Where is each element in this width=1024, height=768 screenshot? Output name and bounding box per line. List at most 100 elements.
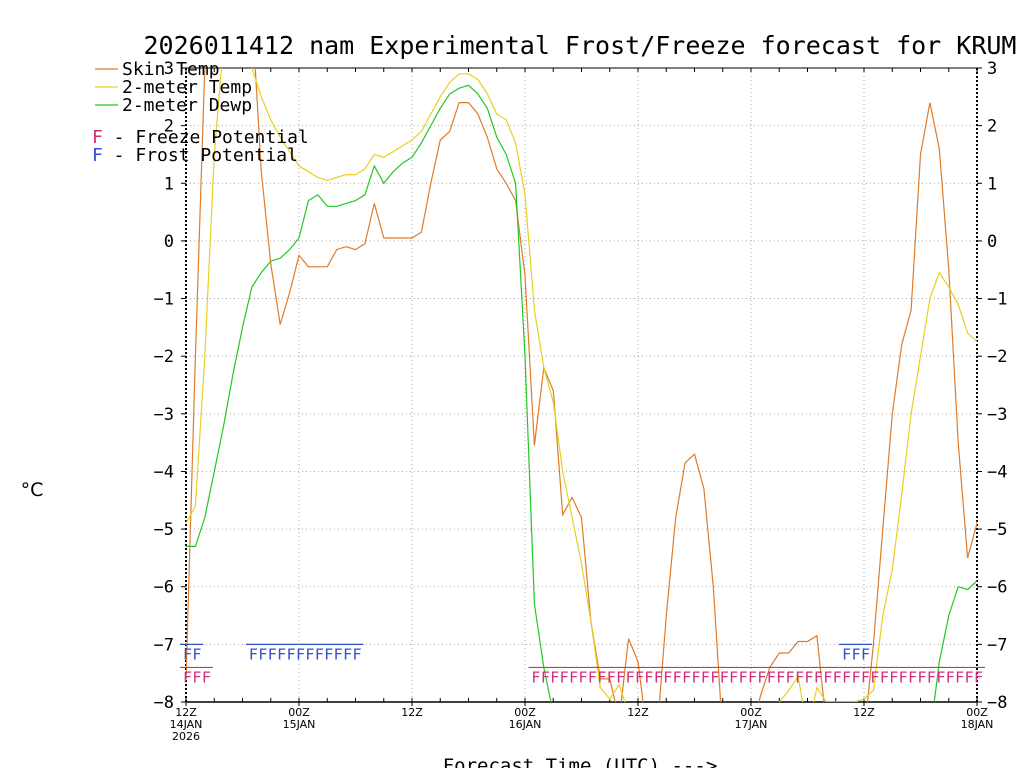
y-tick-label-right: −6: [987, 578, 1007, 598]
flag-freeze-potential: F: [814, 668, 823, 686]
flag-freeze-potential: F: [974, 668, 983, 686]
flag-freeze-potential: F: [833, 668, 842, 686]
flag-freeze-potential: F: [692, 668, 701, 686]
flag-freeze-potential: F: [776, 668, 785, 686]
series-lines: [186, 68, 977, 702]
x-tick-label: 17JAN: [735, 718, 768, 731]
flag-frost-potential: F: [343, 645, 352, 663]
flag-frost-potential: F: [287, 645, 296, 663]
x-tick-label: 00Z: [740, 706, 762, 719]
x-tick-label: 12Z: [627, 706, 649, 719]
flag-frost-potential: F: [861, 645, 870, 663]
y-tick-label-right: 3: [987, 59, 997, 79]
x-tick-label: 12Z: [853, 706, 875, 719]
flag-freeze-potential: F: [720, 668, 729, 686]
legend-label-skin-temp: Skin Temp: [122, 59, 220, 80]
flag-freeze-potential: F: [927, 668, 936, 686]
flag-freeze-potential: F: [550, 668, 559, 686]
y-tick-label-left: 1: [164, 174, 174, 194]
y-tick-label-left: −1: [154, 290, 174, 310]
flag-freeze-potential: F: [701, 668, 710, 686]
flag-frost-potential: F: [353, 645, 362, 663]
flag-freeze-potential: F: [870, 668, 879, 686]
x-tick-label: 16JAN: [509, 718, 542, 731]
x-tick-label: 14JAN: [170, 718, 203, 731]
flag-freeze-potential: F: [579, 668, 588, 686]
flag-frost-potential: F: [258, 645, 267, 663]
y-tick-label-right: −3: [987, 405, 1007, 425]
flag-freeze-potential: F: [748, 668, 757, 686]
flag-frost-potential: F: [277, 645, 286, 663]
flag-freeze-potential: F: [202, 668, 211, 686]
flag-frost-potential: F: [296, 645, 305, 663]
flag-freeze-potential: F: [946, 668, 955, 686]
x-tick-label: 00Z: [288, 706, 310, 719]
flag-frost-potential: F: [249, 645, 258, 663]
x-tick-label: 00Z: [966, 706, 988, 719]
flag-frost-potential: F: [324, 645, 333, 663]
y-tick-label-right: −4: [987, 462, 1007, 482]
flag-freeze-potential: F: [861, 668, 870, 686]
flag-freeze-potential: F: [673, 668, 682, 686]
legend-label-freeze-potential: F - Freeze Potential: [92, 127, 309, 148]
flag-freeze-potential: F: [823, 668, 832, 686]
flag-frost-potential: F: [305, 645, 314, 663]
flag-frost-potential: F: [183, 645, 192, 663]
flag-freeze-potential: F: [936, 668, 945, 686]
series-line-2-meter-temp: [186, 68, 977, 702]
flag-freeze-potential: F: [852, 668, 861, 686]
y-tick-label-right: −1: [987, 290, 1007, 310]
flag-freeze-potential: F: [682, 668, 691, 686]
flag-freeze-potential: F: [739, 668, 748, 686]
flag-freeze-potential: F: [757, 668, 766, 686]
x-tick-label: 12Z: [175, 706, 197, 719]
flag-freeze-potential: F: [644, 668, 653, 686]
flag-freeze-potential: F: [965, 668, 974, 686]
y-tick-label-left: −5: [154, 520, 174, 540]
y-axis-label: °C: [21, 479, 44, 501]
flag-freeze-potential: F: [729, 668, 738, 686]
flag-freeze-potential: F: [899, 668, 908, 686]
y-tick-label-left: 3: [164, 59, 174, 79]
flag-frost-potential: F: [842, 645, 851, 663]
y-tick-label-left: −8: [154, 693, 174, 713]
flag-freeze-potential: F: [880, 668, 889, 686]
y-tick-label-left: −7: [154, 635, 174, 655]
y-tick-label-right: 2: [987, 117, 997, 137]
flag-freeze-potential: F: [795, 668, 804, 686]
flag-freeze-potential: F: [597, 668, 606, 686]
x-tick-label: 00Z: [514, 706, 536, 719]
y-tick-labels: 3 3 2 2 1 1 0 0 −1 −1 −2 −2 −3 −3 −4 −4 −5 −5 −6 −6 −7 −7 −8 −8: [154, 59, 1008, 713]
axes: [181, 67, 982, 706]
flag-freeze-potential: F: [626, 668, 635, 686]
flag-freeze-potential: F: [889, 668, 898, 686]
grid: [186, 68, 977, 702]
flag-freeze-potential: F: [607, 668, 616, 686]
flag-freeze-potential: F: [955, 668, 964, 686]
y-tick-label-left: 0: [164, 232, 174, 252]
flag-frost-potential: F: [268, 645, 277, 663]
flag-freeze-potential: F: [654, 668, 663, 686]
flag-frost-potential: F: [334, 645, 343, 663]
y-tick-label-left: −2: [154, 347, 174, 367]
legend-label-2-meter-dewp: 2-meter Dewp: [122, 95, 252, 116]
y-tick-label-right: −2: [987, 347, 1007, 367]
x-tick-label: 12Z: [401, 706, 423, 719]
flag-freeze-potential: F: [616, 668, 625, 686]
flag-freeze-potential: F: [842, 668, 851, 686]
legend-label-frost-potential: F - Frost Potential: [92, 145, 298, 166]
y-tick-label-left: −4: [154, 462, 174, 482]
flag-freeze-potential: F: [531, 668, 540, 686]
flag-freeze-potential: F: [663, 668, 672, 686]
flag-freeze-potential: F: [183, 668, 192, 686]
legend-label-2-meter-temp: 2-meter Temp: [122, 77, 252, 98]
y-tick-label-left: −6: [154, 578, 174, 598]
flag-freeze-potential: F: [541, 668, 550, 686]
y-tick-label-right: 0: [987, 232, 997, 252]
series-line-2-meter-dewp: [186, 84, 977, 702]
flag-frost-potential: F: [192, 645, 201, 663]
